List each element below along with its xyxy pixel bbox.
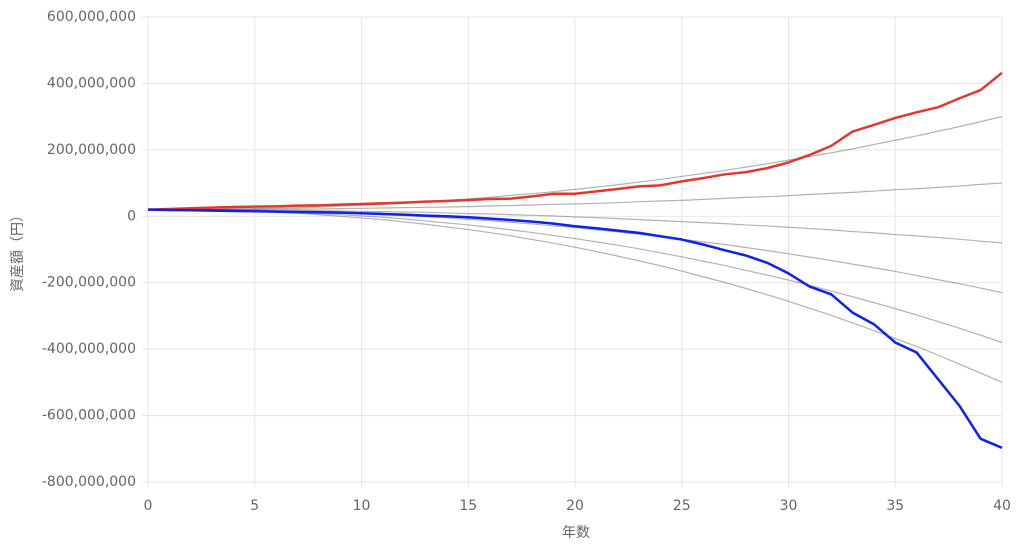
series-line — [148, 209, 1003, 244]
x-tick-label: 15 — [459, 498, 477, 514]
y-tick-label: 400,000,000 — [47, 75, 136, 91]
series-line — [147, 208, 1003, 449]
x-tick-label: 20 — [566, 498, 584, 514]
x-tick-label: 30 — [780, 498, 798, 514]
x-tick-label: 10 — [353, 498, 371, 514]
y-axis-title: 資産額（円） — [10, 208, 26, 292]
x-tick-label: 0 — [144, 498, 153, 514]
y-tick-label: -200,000,000 — [42, 275, 136, 291]
series-line — [148, 116, 1003, 211]
x-axis-title: 年数 — [562, 525, 590, 541]
x-tick-label: 25 — [673, 498, 691, 514]
x-tick-label: 35 — [886, 498, 904, 514]
y-tick-label: 0 — [127, 208, 136, 224]
y-tick-label: 200,000,000 — [47, 142, 136, 158]
y-tick-label: -800,000,000 — [42, 474, 136, 490]
y-tick-label: -600,000,000 — [42, 408, 136, 424]
x-tick-label: 5 — [250, 498, 259, 514]
series-line — [148, 182, 1003, 211]
y-tick-label: -400,000,000 — [42, 341, 136, 357]
y-tick-label: 600,000,000 — [47, 9, 136, 25]
series-line — [147, 71, 1003, 211]
x-tick-label: 40 — [993, 498, 1011, 514]
